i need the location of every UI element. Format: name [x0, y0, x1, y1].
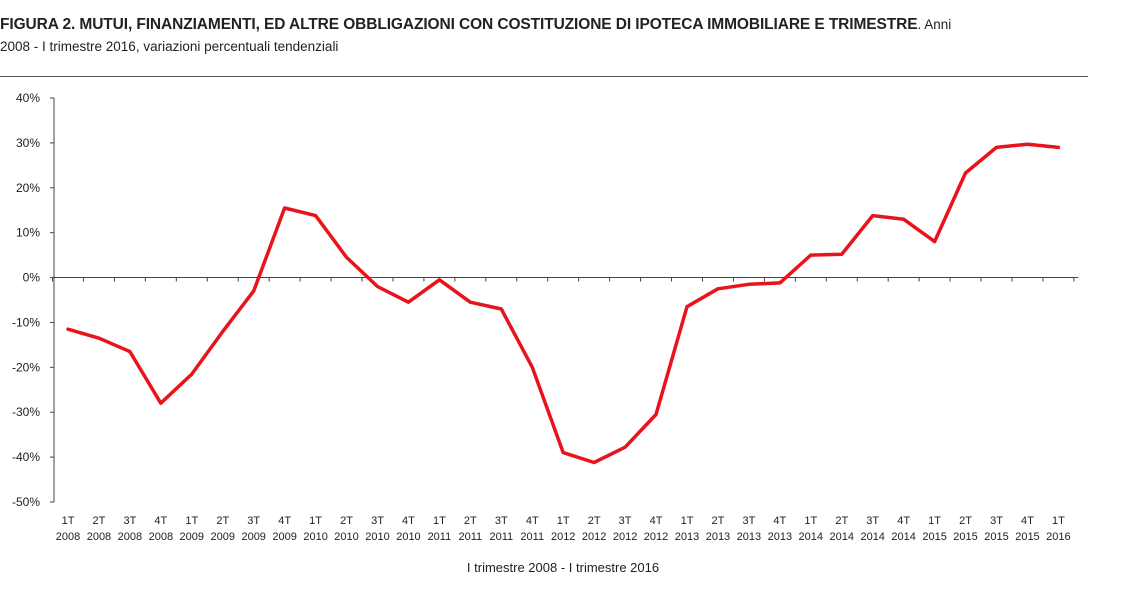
x-tick-label-year: 2010 — [303, 531, 327, 543]
x-tick-label-year: 2012 — [551, 531, 575, 543]
x-tick-label-quarter: 2T — [835, 515, 848, 527]
x-tick-label-year: 2013 — [675, 531, 699, 543]
x-tick-label-quarter: 1T — [1052, 515, 1065, 527]
x-tick-label-quarter: 3T — [990, 515, 1003, 527]
series-line — [66, 142, 1061, 465]
chart-title: FIGURA 2. MUTUI, FINANZIAMENTI, ED ALTRE… — [0, 14, 1128, 58]
x-axis-label: I trimestre 2008 - I trimestre 2016 — [467, 560, 659, 575]
x-tick-label-quarter: 1T — [185, 515, 198, 527]
y-tick-label: 0% — [23, 271, 41, 285]
y-tick-label: -30% — [12, 405, 40, 419]
x-tick-label-year: 2015 — [922, 531, 946, 543]
x-tick-label-year: 2009 — [241, 531, 265, 543]
x-tick-label-quarter: 3T — [866, 515, 879, 527]
x-tick-label-quarter: 4T — [278, 515, 291, 527]
x-tick-label-quarter: 2T — [216, 515, 229, 527]
x-tick-label-quarter: 1T — [557, 515, 570, 527]
x-tick-label-quarter: 1T — [928, 515, 941, 527]
chart-subtitle: 2008 - I trimestre 2016, variazioni perc… — [0, 39, 339, 54]
x-tick-label-year: 2012 — [582, 531, 606, 543]
y-tick-label: -20% — [12, 360, 40, 374]
x-tick-label-year: 2014 — [830, 531, 854, 543]
x-tick-label-quarter: 3T — [123, 515, 136, 527]
x-tick-label-quarter: 1T — [62, 515, 75, 527]
y-tick-label: 10% — [16, 226, 40, 240]
x-tick-label-quarter: 4T — [897, 515, 910, 527]
x-tick-label-year: 2014 — [860, 531, 884, 543]
y-tick-label: 40% — [16, 91, 40, 105]
x-tick-label-year: 2009 — [272, 531, 296, 543]
x-tick-label-year: 2011 — [428, 531, 452, 543]
title-divider — [0, 76, 1088, 77]
x-tick-label-quarter: 3T — [247, 515, 260, 527]
x-tick-label-year: 2012 — [613, 531, 637, 543]
x-tick-label-quarter: 4T — [526, 515, 539, 527]
x-tick-label-quarter: 3T — [742, 515, 755, 527]
x-tick-label-year: 2011 — [489, 531, 513, 543]
x-tick-label-year: 2015 — [953, 531, 977, 543]
x-tick-label-year: 2008 — [87, 531, 111, 543]
x-tick-label-quarter: 3T — [371, 515, 384, 527]
x-tick-label-year: 2016 — [1046, 531, 1070, 543]
x-tick-label-year: 2008 — [56, 531, 80, 543]
x-tick-label-quarter: 3T — [495, 515, 508, 527]
x-tick-label-year: 2008 — [118, 531, 142, 543]
y-tick-label: -10% — [12, 315, 40, 329]
x-tick-label-year: 2010 — [365, 531, 389, 543]
x-tick-label-year: 2011 — [520, 531, 544, 543]
x-tick-label-year: 2013 — [768, 531, 792, 543]
x-tick-label-quarter: 2T — [588, 515, 601, 527]
x-tick-label-year: 2015 — [984, 531, 1008, 543]
x-tick-label-year: 2014 — [891, 531, 915, 543]
y-tick-label: 20% — [16, 181, 40, 195]
x-tick-label-quarter: 4T — [402, 515, 415, 527]
x-tick-label-quarter: 2T — [340, 515, 353, 527]
y-tick-label: -50% — [12, 495, 40, 509]
x-axis: 1T 2008 2T 2008 3T 2008 4T 2008 1T 2009 2T 2009 3T 20… — [52, 277, 1079, 543]
x-tick-label-year: 2010 — [396, 531, 420, 543]
x-tick-label-quarter: 2T — [959, 515, 972, 527]
x-tick-label-quarter: 3T — [619, 515, 632, 527]
x-tick-label-year: 2011 — [459, 531, 483, 543]
x-tick-label-quarter: 2T — [93, 515, 106, 527]
x-tick-label-year: 2015 — [1015, 531, 1039, 543]
x-tick-label-year: 2013 — [706, 531, 730, 543]
x-tick-label-quarter: 1T — [804, 515, 817, 527]
y-tick-label: -40% — [12, 450, 40, 464]
title-bold-text: FIGURA 2. MUTUI, FINANZIAMENTI, ED ALTRE… — [0, 16, 918, 33]
x-tick-label-quarter: 1T — [309, 515, 322, 527]
x-tick-label-quarter: 1T — [433, 515, 446, 527]
x-tick-label-year: 2014 — [799, 531, 823, 543]
x-tick-label-quarter: 2T — [712, 515, 725, 527]
x-tick-label-year: 2010 — [334, 531, 358, 543]
x-tick-label-year: 2012 — [644, 531, 668, 543]
y-tick-label: 30% — [16, 136, 40, 150]
x-tick-label-year: 2009 — [211, 531, 235, 543]
x-tick-label-quarter: 4T — [650, 515, 663, 527]
x-tick-label-quarter: 1T — [681, 515, 694, 527]
series-layer — [66, 142, 1061, 465]
x-tick-label-quarter: 4T — [154, 515, 167, 527]
title-rest-text: . Anni — [917, 17, 952, 32]
x-tick-label-year: 2013 — [737, 531, 761, 543]
x-tick-label-year: 2008 — [149, 531, 173, 543]
x-tick-label-quarter: 2T — [464, 515, 477, 527]
x-tick-label-quarter: 4T — [773, 515, 786, 527]
y-axis: 40% 30% 20% 10% 0% -10% -20% -30% -40% -50% — [12, 91, 55, 509]
x-tick-label-year: 2009 — [180, 531, 204, 543]
x-tick-label-quarter: 4T — [1021, 515, 1034, 527]
